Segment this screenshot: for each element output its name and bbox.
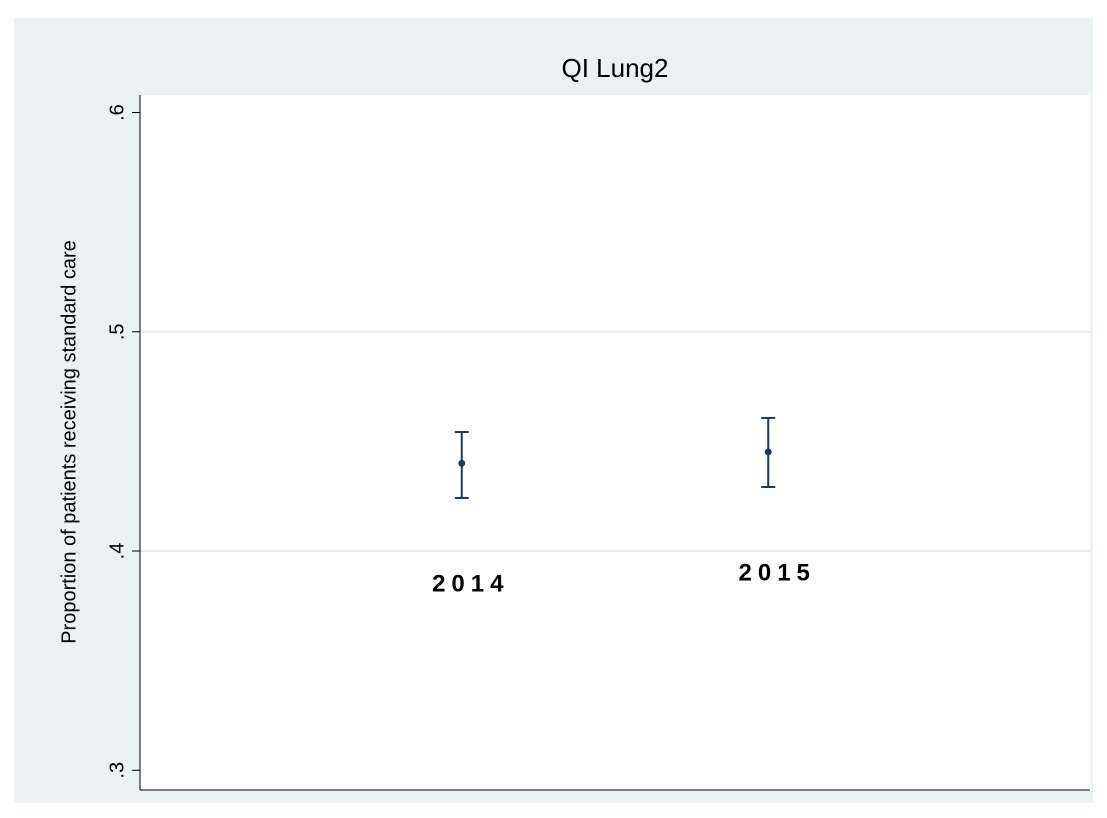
point [458, 459, 466, 467]
point-label: 2015 [739, 559, 816, 586]
chart-title: QI Lung2 [562, 53, 669, 83]
plot-area [140, 95, 1090, 790]
y-tick-label: .4 [106, 543, 128, 560]
y-tick-label: .6 [106, 104, 128, 121]
y-tick-label: .5 [106, 323, 128, 340]
y-tick-label: .3 [106, 762, 128, 779]
y-axis-label: Proportion of patients receiving standar… [58, 240, 80, 644]
point-label: 2014 [432, 571, 509, 598]
point [764, 448, 772, 456]
